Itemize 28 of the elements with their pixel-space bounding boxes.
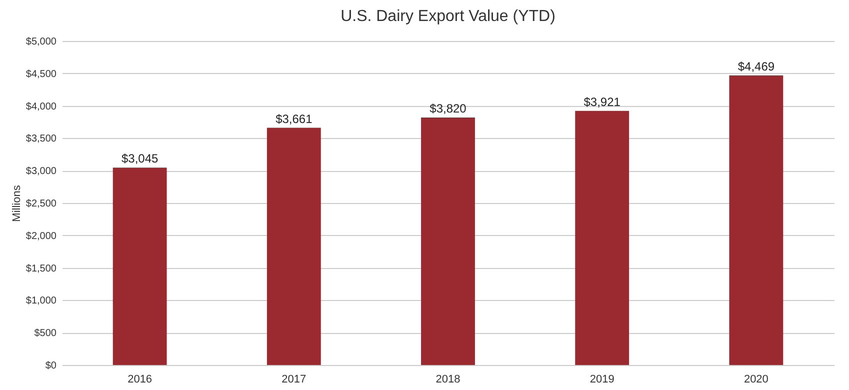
data-label: $4,469 [738,59,775,74]
y-tick-label: $3,500 [26,134,57,145]
data-label: $3,045 [121,152,158,166]
x-tick-label: 2016 [128,374,152,386]
bar [729,75,784,365]
data-label: $3,661 [276,112,313,126]
y-tick-label: $5,000 [26,36,57,48]
y-tick-label: $4,000 [26,101,57,112]
y-tick-label: $500 [34,328,57,340]
data-label: $3,921 [584,94,621,109]
x-tick-label: 2018 [436,374,460,386]
bar [575,110,630,365]
y-tick-label: $1,000 [26,296,57,307]
y-tick-label: $3,000 [26,166,57,178]
data-label: $3,820 [430,101,467,116]
x-tick-label: 2017 [282,374,306,386]
chart-title: U.S. Dairy Export Value (YTD) [340,8,556,25]
y-tick-label: $4,500 [26,68,57,80]
bar [112,168,167,365]
bar [421,117,475,365]
bar [266,128,321,365]
x-tick-label: 2020 [744,374,768,386]
x-tick-label: 2019 [590,374,614,386]
y-tick-label: $1,500 [26,263,57,274]
y-tick-label: $2,000 [26,230,57,242]
y-tick-label: $2,500 [26,198,57,210]
y-tick-label: $0 [45,360,57,372]
y-axis-title: Millions [10,184,23,222]
